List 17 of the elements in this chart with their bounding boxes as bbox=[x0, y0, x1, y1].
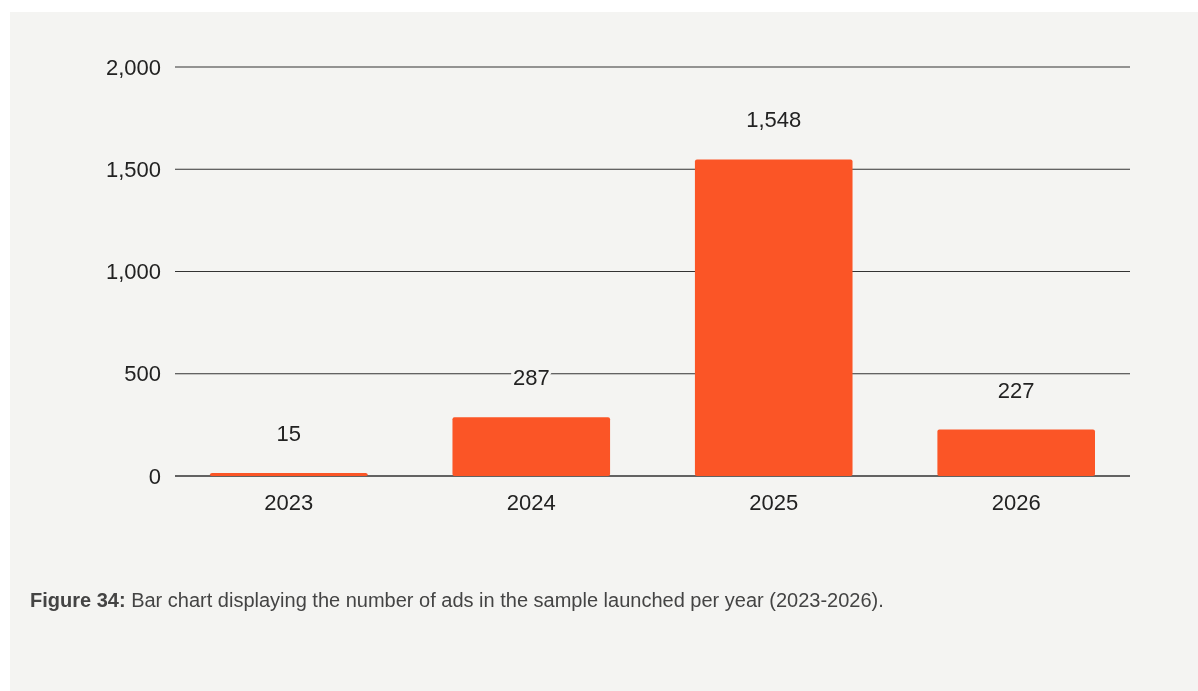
y-tick-label: 500 bbox=[124, 361, 161, 387]
bar bbox=[937, 429, 1095, 476]
y-tick-label: 1,000 bbox=[105, 259, 161, 285]
data-label: 1,548 bbox=[746, 107, 802, 133]
bar bbox=[452, 417, 611, 476]
x-tick-label: 2023 bbox=[264, 489, 314, 515]
data-label: 227 bbox=[997, 377, 1035, 403]
x-tick-label: 2025 bbox=[749, 489, 799, 515]
bar bbox=[694, 159, 853, 476]
y-tick-label: 0 bbox=[148, 463, 161, 489]
x-tick-label: 2026 bbox=[991, 489, 1041, 515]
x-tick-label: 2024 bbox=[506, 489, 556, 515]
data-label: 15 bbox=[276, 420, 302, 446]
bar bbox=[210, 472, 368, 476]
y-tick-label: 2,000 bbox=[105, 54, 161, 80]
caption: Figure 34: Bar chart displaying the number of ads in the sample launched per year (2023-2026). bbox=[30, 589, 884, 611]
y-tick-label: 1,500 bbox=[105, 156, 161, 182]
